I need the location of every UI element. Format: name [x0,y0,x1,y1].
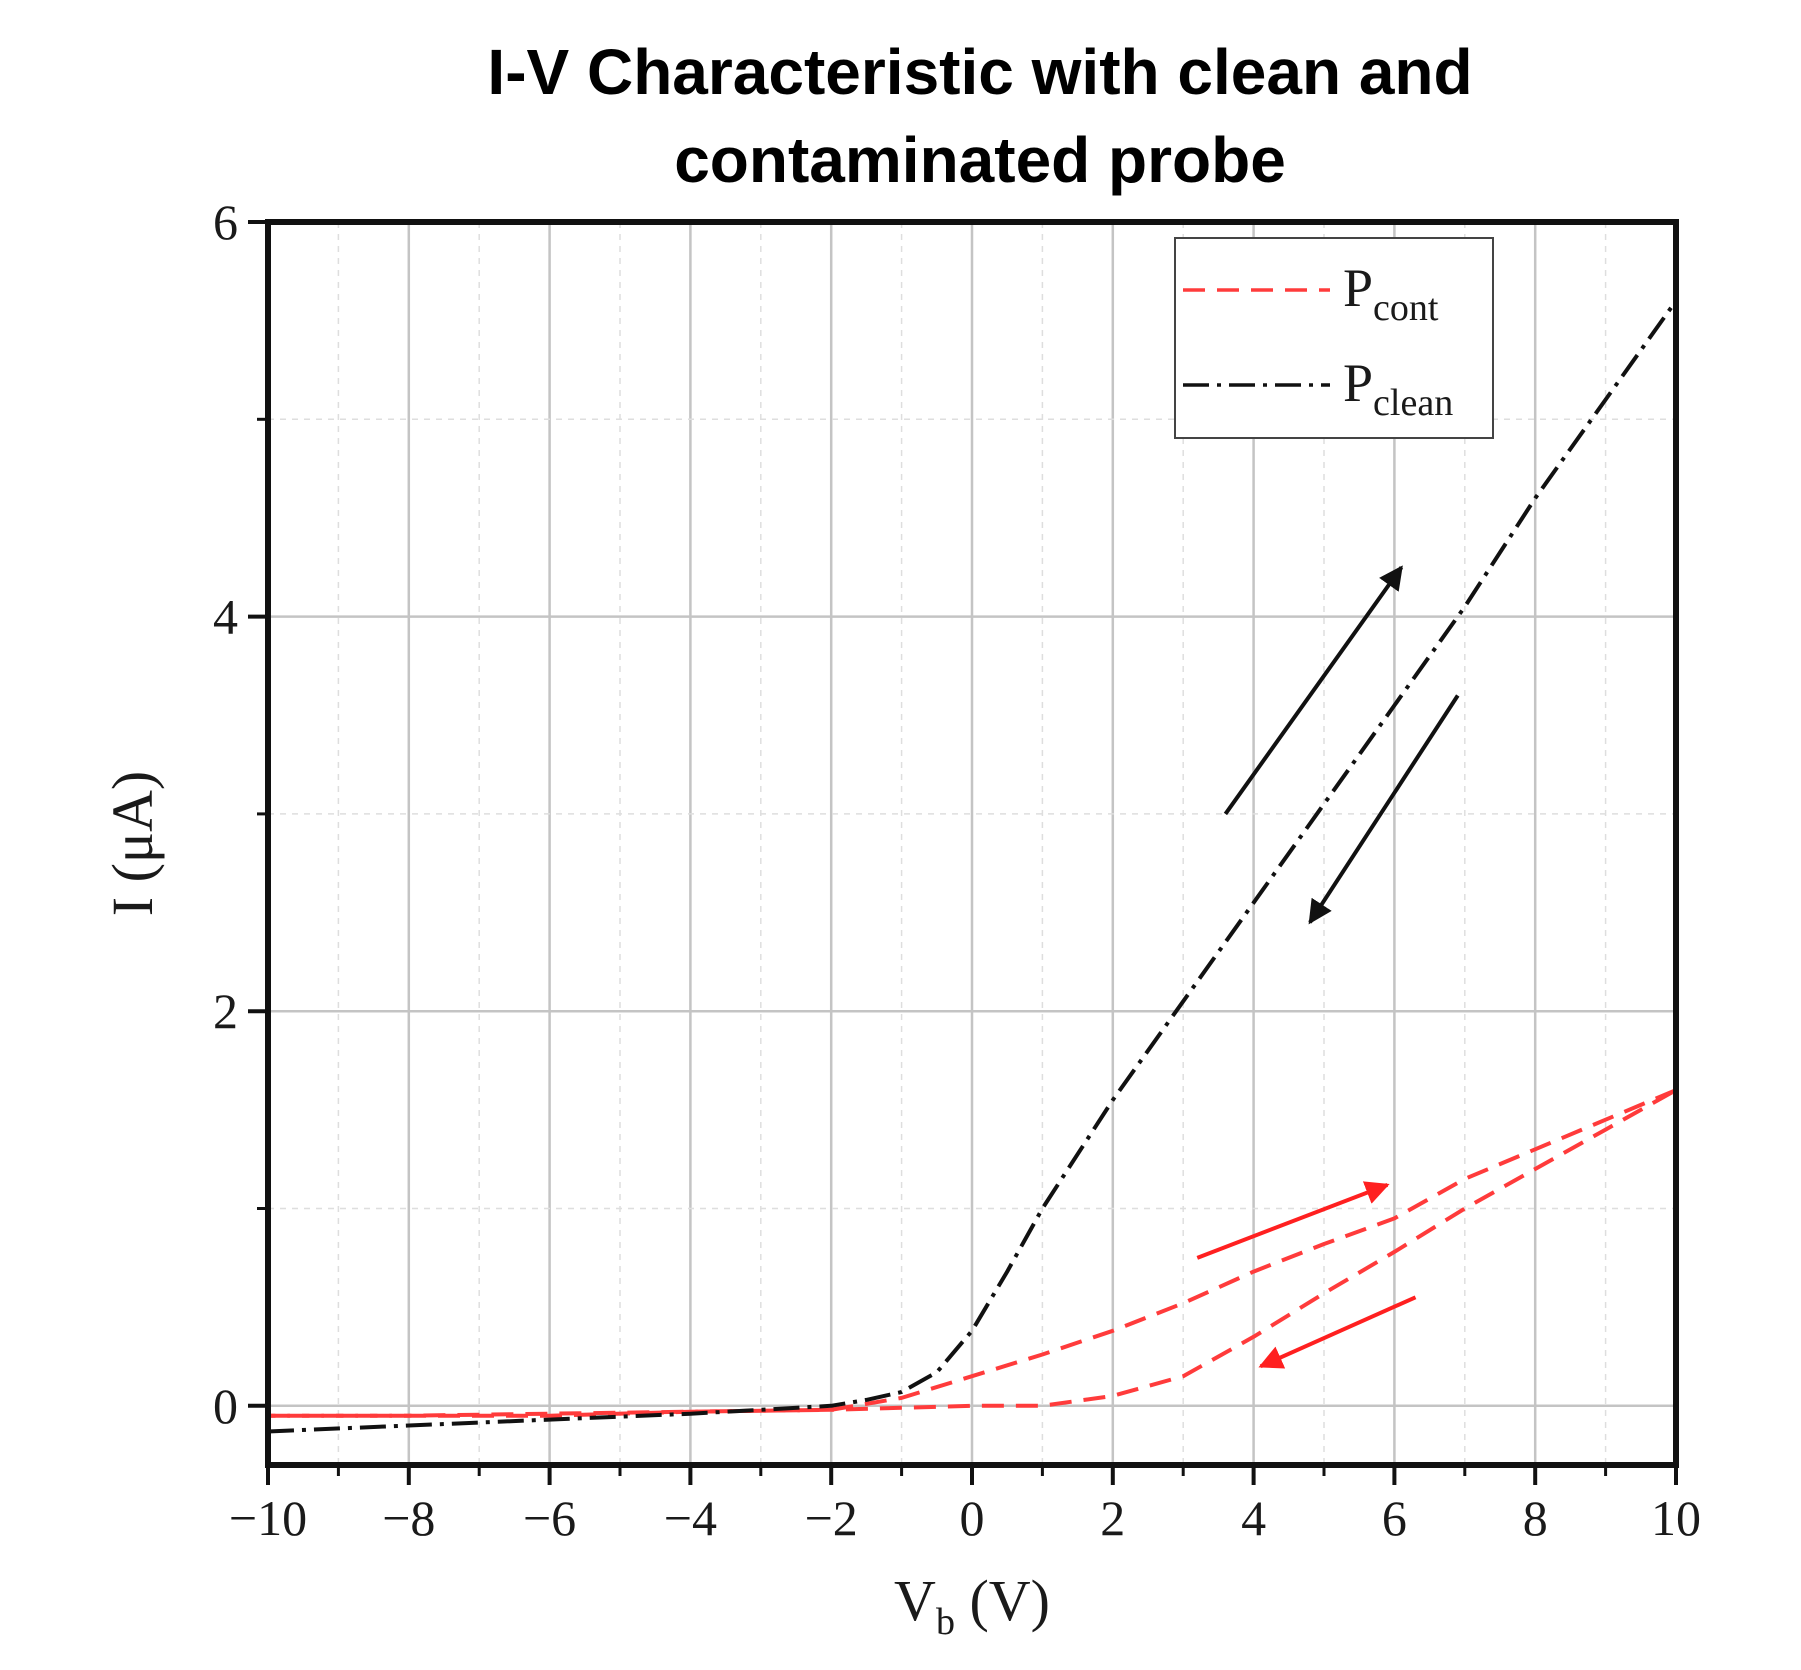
x-tick-label: 10 [1651,1490,1701,1546]
legend-entry-cont: Pcont [1343,258,1439,329]
x-tick-label: −4 [664,1490,717,1546]
y-tick-label: 0 [213,1378,238,1434]
chart-title-line-2: contaminated probe [674,124,1286,196]
x-tick-label: −10 [229,1490,307,1546]
x-tick-label: 2 [1100,1490,1125,1546]
x-tick-label: −2 [805,1490,858,1546]
direction-arrow [1308,694,1460,925]
legend: Pcont Pclean [1174,237,1494,439]
series-clean-branch-0 [267,299,1678,1434]
y-axis-label: I (μA) [100,771,165,916]
x-tick-label: 0 [960,1490,985,1546]
series-cont-branch-1 [268,1088,1677,1418]
direction-arrow [1223,565,1404,816]
chart-title: I-V Characteristic with clean and contam… [300,28,1660,204]
x-axis-label-main: V [894,1568,936,1633]
x-axis-label-sub: b [936,1601,955,1643]
legend-entry-cont-sub: cont [1373,287,1439,329]
x-tick-label: 8 [1523,1490,1548,1546]
x-tick-label: 4 [1241,1490,1266,1546]
legend-entry-cont-name: P [1343,258,1373,318]
x-axis-label-unit: (V) [955,1568,1050,1633]
direction-arrow [1196,1181,1390,1260]
legend-entry-clean: Pclean [1343,353,1453,424]
y-tick-label: 6 [213,194,238,250]
tick-labels: −10 −8 −6 −4 −2 0 2 4 6 8 10 0 2 4 6 [213,194,1701,1546]
y-tick-label: 4 [213,589,238,645]
legend-entry-clean-sub: clean [1373,382,1453,424]
x-tick-label: 6 [1382,1490,1407,1546]
chart-title-line-1: I-V Characteristic with clean and [487,36,1473,108]
y-tick-label: 2 [213,983,238,1039]
x-tick-label: −6 [523,1490,576,1546]
data-series [267,299,1678,1434]
x-tick-label: −8 [382,1490,435,1546]
legend-entry-clean-name: P [1343,353,1373,413]
axis-ticks [248,220,1678,1485]
x-axis-label: Vb (V) [894,1568,1050,1643]
annotations [1196,565,1460,1369]
legend-box [1174,237,1494,439]
direction-arrow [1258,1295,1417,1369]
